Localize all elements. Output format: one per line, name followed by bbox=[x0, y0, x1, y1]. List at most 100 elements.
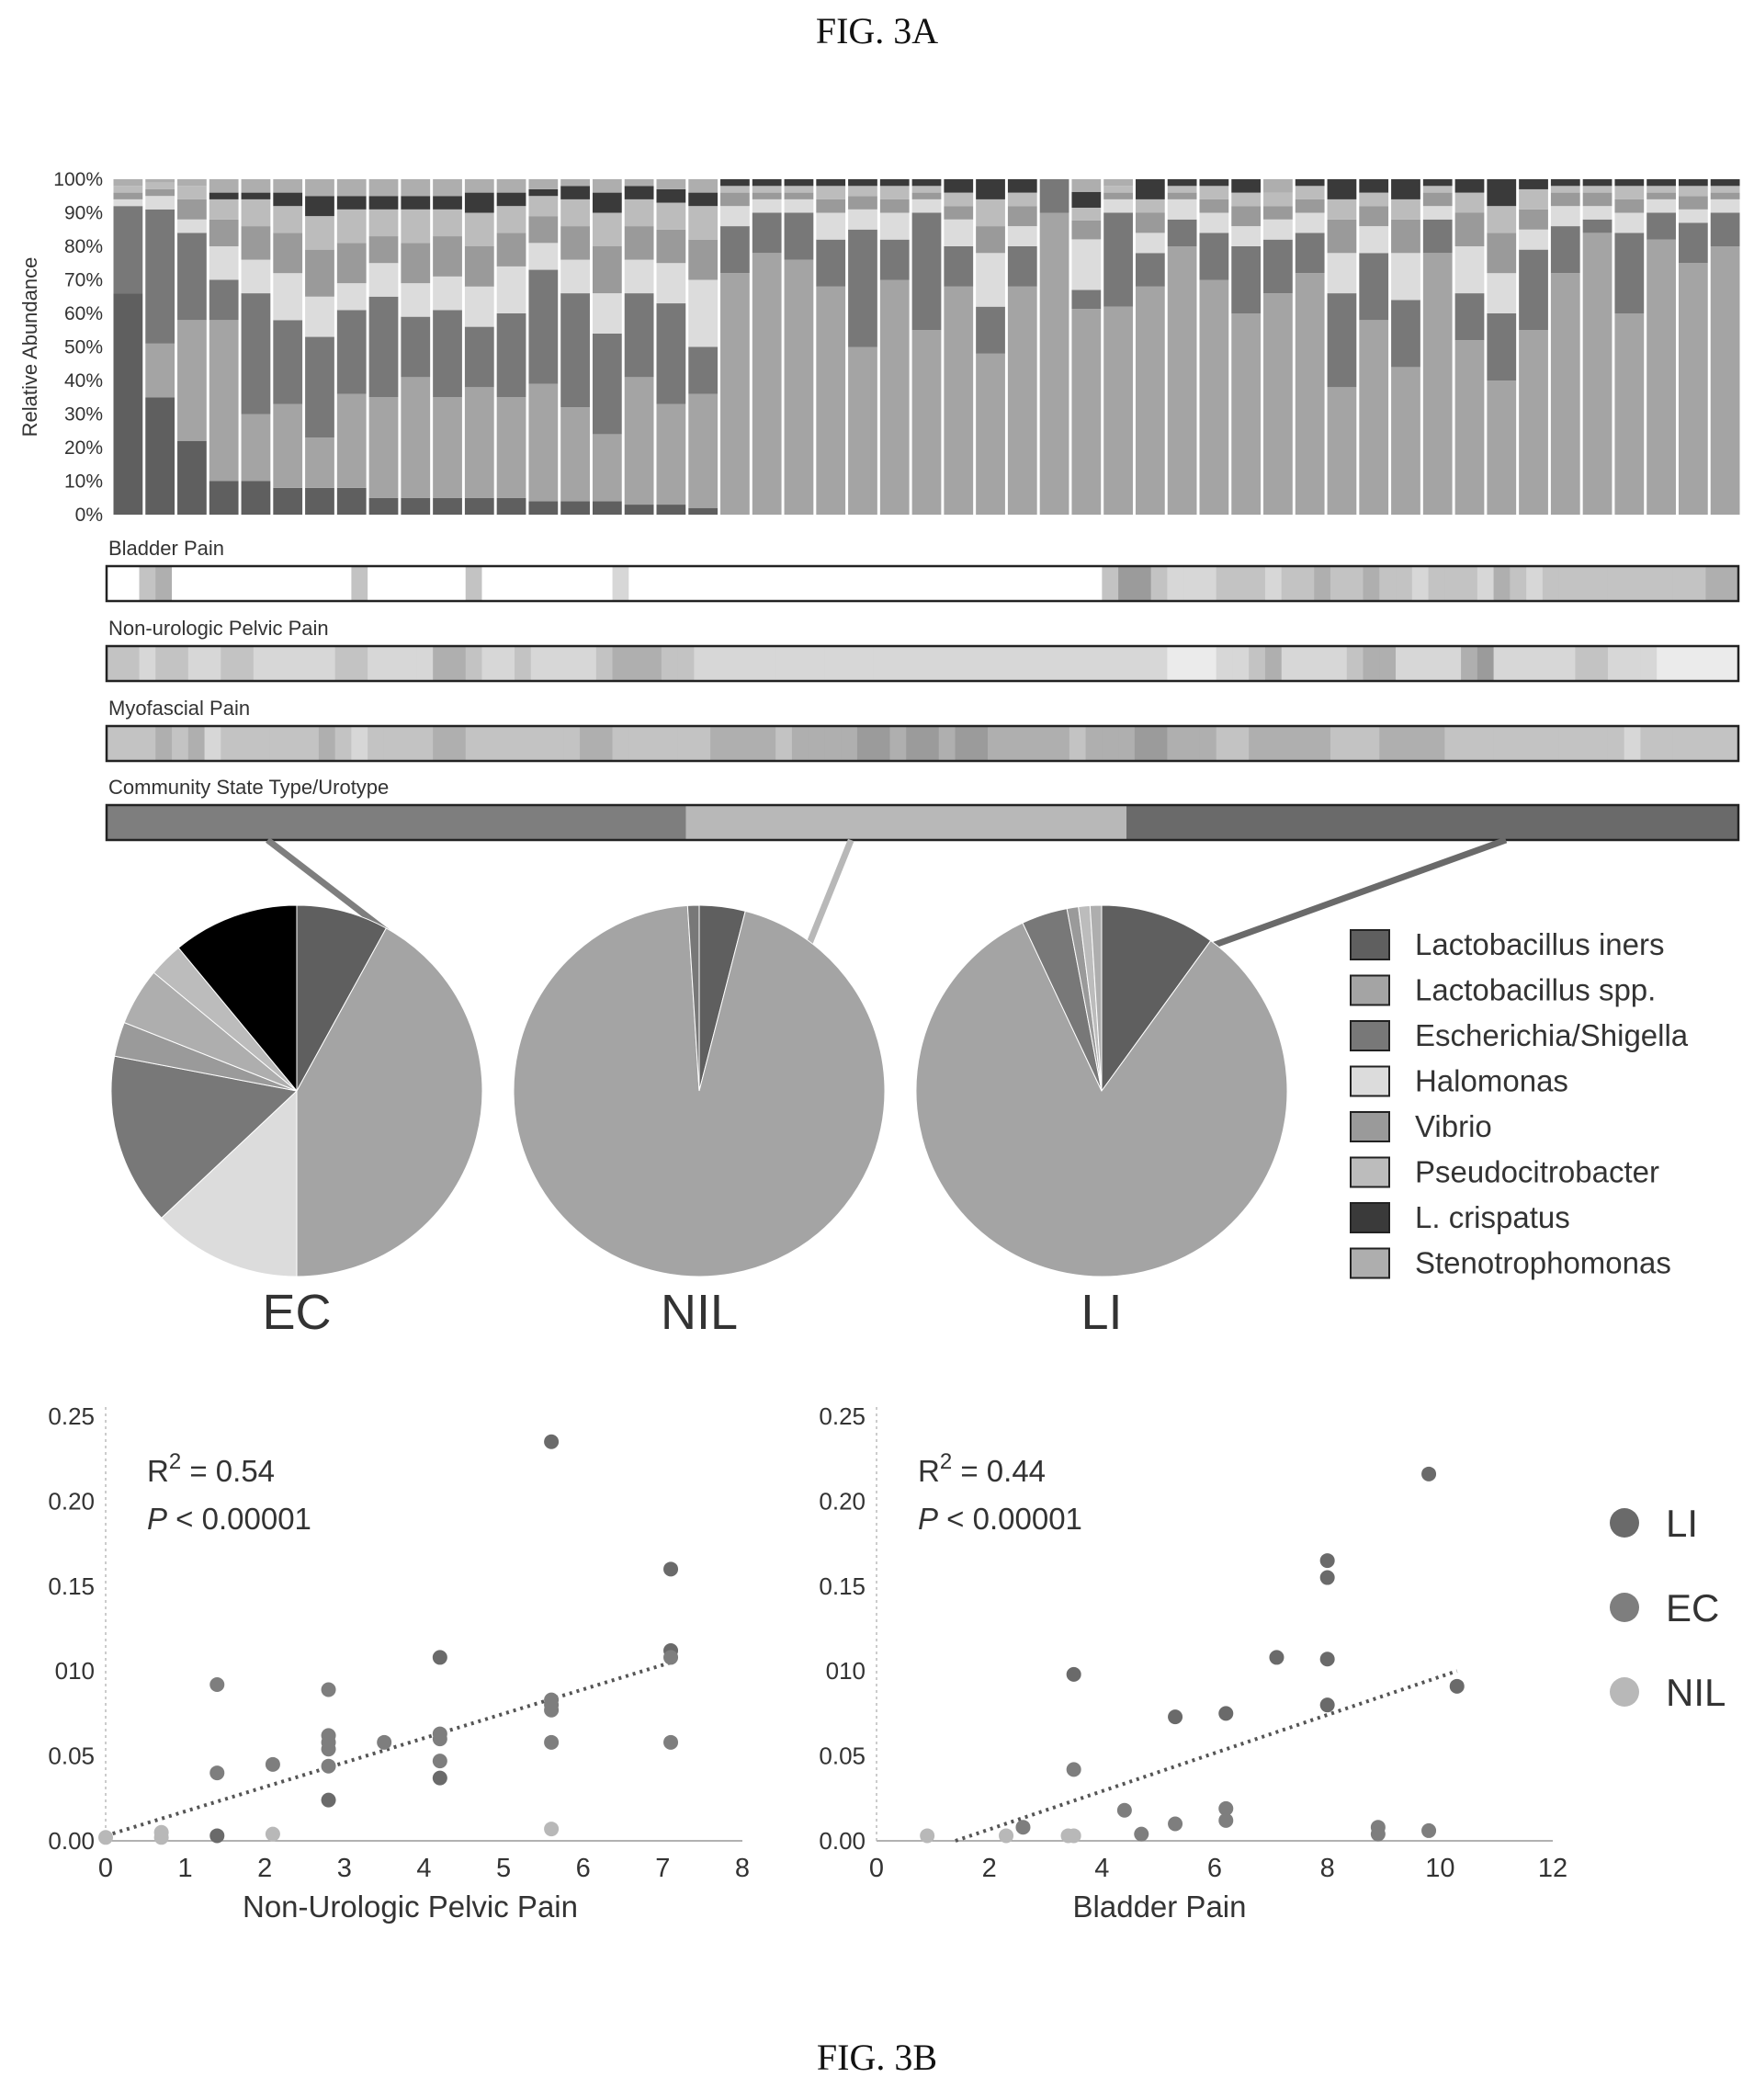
heatmap-cell bbox=[775, 726, 793, 761]
heatmap-cell bbox=[1314, 726, 1331, 761]
group-legend-marker bbox=[1610, 1593, 1639, 1622]
heatmap-cell bbox=[1477, 566, 1495, 601]
heatmap-cell bbox=[302, 726, 320, 761]
heatmap-cell bbox=[155, 646, 173, 681]
bar-segment bbox=[1710, 212, 1740, 246]
heatmap-cell bbox=[1363, 646, 1380, 681]
heatmap-cell bbox=[889, 646, 907, 681]
bar-segment bbox=[816, 239, 846, 287]
heatmap-cell bbox=[922, 726, 940, 761]
scatter-point-li bbox=[1168, 1709, 1183, 1725]
heatmap-cell bbox=[1444, 566, 1462, 601]
bar-segment bbox=[656, 403, 686, 505]
heatmap-cell bbox=[1053, 566, 1070, 601]
x-axis-label: Non-Urologic Pelvic Pain bbox=[243, 1890, 578, 1924]
heatmap-cell bbox=[481, 726, 499, 761]
bar-segment bbox=[688, 239, 719, 280]
heatmap-cell bbox=[253, 566, 271, 601]
heatmap-cell bbox=[1461, 726, 1478, 761]
y-tick-label: 0.15 bbox=[48, 1572, 95, 1600]
heatmap-cell bbox=[107, 566, 124, 601]
pie-connector-line bbox=[805, 838, 854, 948]
heatmap-cell bbox=[742, 726, 760, 761]
heatmap-cell bbox=[416, 566, 434, 601]
heatmap-cell bbox=[172, 726, 189, 761]
heatmap-cell bbox=[1232, 646, 1250, 681]
heatmap-cell bbox=[237, 726, 255, 761]
heatmap-cell bbox=[1477, 646, 1495, 681]
legend-swatch bbox=[1350, 1247, 1390, 1279]
heatmap-cell bbox=[1053, 726, 1070, 761]
bar-segment bbox=[528, 179, 559, 189]
heatmap-cell bbox=[1085, 566, 1103, 601]
y-tick-label: 0% bbox=[75, 505, 103, 526]
bar-segment bbox=[560, 179, 590, 187]
bar-segment bbox=[656, 303, 686, 404]
heatmap-cell bbox=[1249, 566, 1266, 601]
scatter-point-ec bbox=[377, 1734, 392, 1750]
bar-segment bbox=[464, 497, 494, 515]
legend-label: Stenotrophomonas bbox=[1415, 1246, 1671, 1280]
legend-swatch bbox=[1350, 1020, 1390, 1051]
scatter-point-ec bbox=[1134, 1826, 1149, 1842]
heatmap-cell bbox=[1396, 566, 1413, 601]
heatmap-cell bbox=[172, 566, 189, 601]
bar-segment bbox=[816, 179, 846, 187]
y-tick-label: 0.25 bbox=[48, 1402, 95, 1430]
bar-segment bbox=[688, 206, 719, 240]
bar-segment bbox=[273, 233, 303, 274]
scatter-point-ec bbox=[321, 1758, 336, 1774]
bar-segment bbox=[336, 393, 367, 488]
bar-segment bbox=[401, 377, 431, 498]
bar-segment bbox=[1327, 387, 1357, 515]
bar-segment bbox=[1519, 249, 1548, 331]
bar-segment bbox=[1550, 273, 1580, 515]
scatter-point-nil bbox=[544, 1822, 560, 1837]
heatmap-cell bbox=[1461, 646, 1478, 681]
bar-segment bbox=[592, 501, 622, 515]
bar-segment bbox=[177, 199, 207, 220]
heatmap-cell bbox=[107, 646, 124, 681]
heatmap-cell bbox=[955, 726, 972, 761]
bar-segment bbox=[1519, 330, 1548, 515]
bar-segment bbox=[1391, 367, 1420, 515]
bar-segment bbox=[145, 188, 175, 197]
bar-segment bbox=[401, 209, 431, 244]
y-tick-label: 90% bbox=[64, 203, 103, 224]
bar-segment bbox=[496, 179, 526, 193]
y-tick-label: 20% bbox=[64, 437, 103, 459]
bar-segment bbox=[1167, 219, 1197, 246]
bar-segment bbox=[528, 196, 559, 217]
heatmap-cell bbox=[465, 726, 483, 761]
bar-segment bbox=[241, 199, 271, 227]
bar-segment bbox=[656, 179, 686, 189]
scatter-point-ec bbox=[1168, 1816, 1183, 1832]
heatmap-cell bbox=[1183, 646, 1201, 681]
urotype-segment-nil bbox=[685, 805, 1126, 840]
heatmap-cell bbox=[563, 566, 581, 601]
pie-slice bbox=[110, 1055, 299, 1219]
bar-segment bbox=[720, 206, 750, 227]
heatmap-cell bbox=[1199, 726, 1217, 761]
heatmap-cell bbox=[1363, 566, 1380, 601]
bar-segment bbox=[1454, 340, 1485, 515]
bar-segment bbox=[720, 226, 750, 274]
bar-segment bbox=[1327, 219, 1357, 254]
bar-segment bbox=[624, 186, 654, 199]
bar-segment bbox=[1007, 226, 1037, 246]
x-tick-label: 2 bbox=[982, 1854, 997, 1883]
x-tick-label: 10 bbox=[1425, 1854, 1454, 1883]
bar-segment bbox=[1550, 192, 1580, 207]
heatmap-cell bbox=[448, 726, 467, 761]
bar-segment bbox=[624, 293, 654, 378]
bar-segment bbox=[1519, 229, 1548, 250]
bar-segment bbox=[1646, 199, 1676, 213]
bar-segment bbox=[1327, 293, 1357, 388]
heatmap-cell bbox=[906, 646, 923, 681]
x-tick-label: 1 bbox=[178, 1854, 193, 1883]
heatmap-cell bbox=[1281, 646, 1299, 681]
pie-slice bbox=[686, 904, 700, 1092]
scatter-point-ec bbox=[321, 1682, 336, 1697]
heatmap-cell bbox=[759, 646, 776, 681]
heatmap-cell bbox=[1444, 646, 1462, 681]
